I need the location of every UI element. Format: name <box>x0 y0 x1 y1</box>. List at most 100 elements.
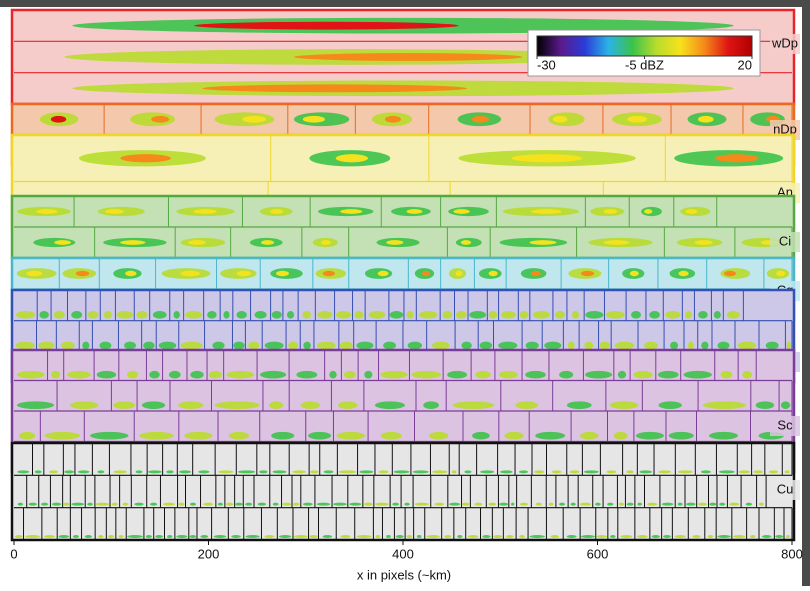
cloud-echo <box>333 503 347 506</box>
cloud-echo <box>390 311 404 319</box>
class-label: Cu <box>777 481 794 496</box>
cloud-echo <box>482 535 490 538</box>
cloud-echo <box>336 432 365 440</box>
cloud-echo <box>245 503 252 506</box>
cloud-echo <box>719 470 735 473</box>
cloud-echo <box>647 503 657 506</box>
cloud-echo <box>248 342 259 350</box>
cloud-echo <box>184 432 212 440</box>
cloud-echo <box>631 311 641 319</box>
cloud-echo <box>364 371 372 379</box>
cloud-echo <box>293 503 299 506</box>
cloud-echo <box>550 535 559 538</box>
cloud-echo <box>449 503 460 506</box>
cloud-echo <box>468 535 479 538</box>
cloud-echo <box>127 371 138 379</box>
cloud-core <box>715 154 759 162</box>
cloud-echo <box>223 311 229 319</box>
cloud-echo <box>572 311 579 319</box>
figure: x in pixels (~km) wDpnDpAnCiCgAcScCu-30-… <box>0 0 810 586</box>
cloud-echo <box>207 311 216 319</box>
cloud-echo <box>432 342 450 350</box>
cloud-echo <box>258 503 266 506</box>
cloud-echo <box>407 535 413 538</box>
class-label: Ci <box>779 233 791 248</box>
cloud-echo <box>85 535 92 538</box>
cloud-echo <box>215 401 260 409</box>
cloud-echo <box>686 503 696 506</box>
cloud-echo <box>35 470 42 473</box>
cloud-echo <box>688 342 694 350</box>
cloud-echo <box>139 432 174 440</box>
cloud-echo <box>167 535 173 538</box>
cloud-echo <box>354 311 363 319</box>
cloud-echo <box>146 535 152 538</box>
cloud-echo <box>520 311 529 319</box>
cloud-echo <box>444 535 451 538</box>
cloud-echo <box>134 503 143 506</box>
cloud-echo <box>639 470 652 473</box>
cloud-echo <box>533 311 550 319</box>
cloud-echo <box>163 503 175 506</box>
cloud-echo <box>663 535 671 538</box>
cloud-echo <box>272 311 282 319</box>
cloud-echo <box>63 503 70 506</box>
cloud-echo <box>61 342 75 350</box>
cloud-echo <box>16 342 35 350</box>
cloud-echo <box>525 371 546 379</box>
cloud-echo <box>329 371 336 379</box>
cloud-core <box>678 271 688 276</box>
cloud-core <box>151 116 169 123</box>
cloud-echo <box>383 342 396 350</box>
cloud-echo <box>456 311 467 319</box>
cloud-echo <box>581 535 595 538</box>
cloud-echo <box>742 371 752 379</box>
cloud-echo <box>769 470 779 473</box>
colorbar-tick-label: -5 dBZ <box>625 57 664 72</box>
cloud-echo <box>17 371 45 379</box>
cloud-echo <box>597 535 607 538</box>
cloud-echo <box>336 311 351 319</box>
cloud-echo <box>288 342 298 350</box>
cloud-echo <box>41 503 48 506</box>
cloud-core <box>194 22 459 30</box>
cloud-echo <box>282 503 291 506</box>
cloud-echo <box>775 535 783 538</box>
cloud-echo <box>729 503 739 506</box>
cloud-echo <box>599 342 610 350</box>
cloud-core <box>531 271 541 276</box>
cloud-core <box>54 240 71 245</box>
cloud-echo <box>25 535 40 538</box>
colorbar-tick-label: -30 <box>537 57 556 72</box>
cloud-echo <box>273 503 279 506</box>
cloud-echo <box>685 311 692 319</box>
colorbar-tick-label: 20 <box>738 57 752 72</box>
cloud-echo <box>670 342 678 350</box>
cloud-echo <box>227 371 255 379</box>
cloud-echo <box>717 535 730 538</box>
cloud-echo <box>506 535 514 538</box>
cloud-echo <box>733 535 745 538</box>
cloud-echo <box>39 311 48 319</box>
cloud-echo <box>738 342 757 350</box>
cloud-core <box>340 209 362 214</box>
cloud-echo <box>786 535 790 538</box>
right-frame <box>802 0 810 586</box>
cloud-echo <box>260 371 286 379</box>
cloud-echo <box>340 342 353 350</box>
cloud-echo <box>269 401 283 409</box>
cloud-echo <box>54 311 65 319</box>
cloud-echo <box>408 342 422 350</box>
cloud-echo <box>236 311 246 319</box>
cloud-echo <box>324 470 334 473</box>
cloud-echo <box>17 470 29 473</box>
cloud-core <box>531 209 562 214</box>
cloud-echo <box>214 535 227 538</box>
colorbar <box>537 36 752 56</box>
cloud-core <box>472 116 489 123</box>
cloud-echo <box>292 470 306 473</box>
cloud-echo <box>380 371 407 379</box>
cloud-echo <box>615 342 635 350</box>
cloud-core <box>461 240 471 245</box>
cloud-echo <box>338 401 357 409</box>
